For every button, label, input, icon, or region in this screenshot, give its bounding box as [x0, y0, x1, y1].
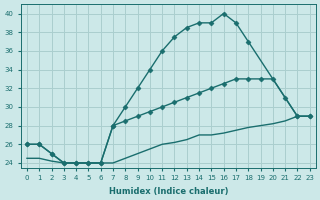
X-axis label: Humidex (Indice chaleur): Humidex (Indice chaleur)	[108, 187, 228, 196]
